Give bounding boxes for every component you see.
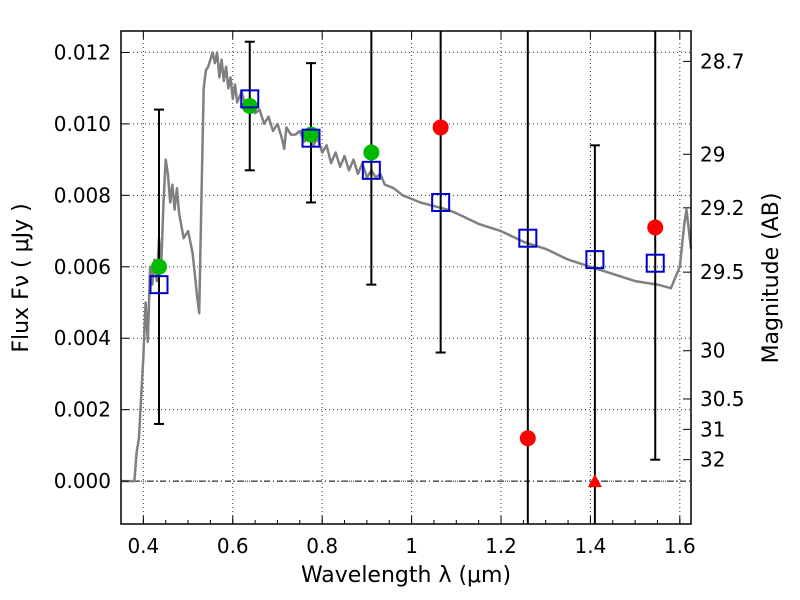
plot-frame bbox=[120, 30, 692, 525]
x-tick-label: 1.4 bbox=[575, 534, 607, 558]
grid-layer bbox=[121, 31, 691, 524]
model-photometry-point bbox=[645, 253, 665, 273]
x-tick-label: 0.4 bbox=[127, 534, 159, 558]
errorbar-layer bbox=[154, 31, 661, 524]
nondetection-point bbox=[647, 219, 664, 236]
x-tick-label: 1.2 bbox=[485, 534, 517, 558]
detection-point bbox=[241, 98, 258, 115]
model-photometry-point bbox=[301, 128, 321, 148]
y-tick-label: 0.006 bbox=[54, 255, 111, 279]
right-tick-label: 28.7 bbox=[700, 49, 745, 73]
spectrum-layer bbox=[121, 51, 693, 483]
marker-layer bbox=[149, 89, 665, 488]
model-photometry-point bbox=[431, 192, 451, 212]
right-tick-label: 31 bbox=[700, 417, 725, 441]
right-tick-label: 29 bbox=[700, 142, 725, 166]
model-photometry-point bbox=[240, 89, 260, 109]
x-tick-label: 0.8 bbox=[306, 534, 338, 558]
upper-limit-point bbox=[587, 474, 602, 488]
detection-point bbox=[363, 144, 380, 161]
nondetection-point bbox=[432, 119, 449, 136]
y-tick-label: 0.000 bbox=[54, 469, 111, 493]
right-tick-label: 32 bbox=[700, 448, 725, 472]
y-axis-label: Flux Fν ( μJy ) bbox=[9, 203, 34, 352]
detection-point bbox=[151, 258, 167, 275]
right-tick-label: 30 bbox=[700, 339, 725, 363]
model-spectrum-line bbox=[121, 51, 693, 483]
x-axis-label: Wavelength λ (μm) bbox=[301, 563, 511, 588]
x-tick-label: 1 bbox=[405, 534, 418, 558]
tick-layer: 0.4 0.6 0.8 1 1.2 1.4 1.6 0.000 0.002 0.004 0.006 0… bbox=[54, 31, 745, 558]
right-tick-label: 29.5 bbox=[700, 260, 745, 284]
right-tick-label: 29.2 bbox=[700, 196, 745, 220]
model-photometry-point bbox=[585, 250, 605, 270]
x-tick-label: 1.6 bbox=[664, 534, 696, 558]
x-tick-label: 0.6 bbox=[217, 534, 249, 558]
model-photometry-point bbox=[361, 160, 381, 180]
model-photometry-point bbox=[518, 228, 538, 248]
model-photometry-point bbox=[149, 275, 169, 295]
y-tick-label: 0.004 bbox=[54, 326, 111, 350]
y-tick-label: 0.012 bbox=[54, 40, 111, 64]
y-tick-label: 0.002 bbox=[54, 398, 111, 422]
nondetection-point bbox=[519, 430, 536, 447]
right-axis-label: Magnitude (AB) bbox=[759, 193, 784, 364]
y-tick-label: 0.010 bbox=[54, 112, 111, 136]
y-tick-label: 0.008 bbox=[54, 183, 111, 207]
right-tick-label: 30.5 bbox=[700, 387, 745, 411]
